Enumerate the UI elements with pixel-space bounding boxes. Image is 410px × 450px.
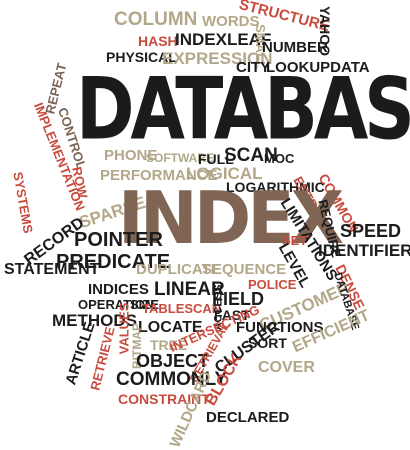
word-moc: MOC xyxy=(264,151,295,166)
word-index: INDEX xyxy=(118,176,344,260)
word-set: SET xyxy=(282,233,308,248)
word-sequence: SEQUENCE xyxy=(202,261,287,278)
word-operation: OPERATION xyxy=(78,297,155,312)
word-size: SIZE xyxy=(130,297,159,312)
word-city: CITY xyxy=(236,59,271,76)
word-methods: METHODS xyxy=(52,311,137,330)
word-software: SOFTWARE xyxy=(146,151,214,165)
word-hash: HASH xyxy=(138,33,178,49)
word-lookupdata: LOOKUPDATA xyxy=(266,59,370,76)
word-logarithmic: LOGARITHMIC xyxy=(226,179,325,195)
word-duplicate: DUPLICATE xyxy=(136,261,221,278)
word-locate: LOCATE xyxy=(138,319,203,336)
word-functions: FUNCTIONS xyxy=(236,319,324,336)
word-statement: STATEMENT xyxy=(4,261,100,278)
word-number: NUMBER xyxy=(262,39,328,56)
word-object: OBJECT xyxy=(136,351,210,371)
word-logical: LOGICAL xyxy=(186,164,263,183)
word-pointer: POINTER xyxy=(74,229,163,251)
word-phone: PHONE xyxy=(104,147,158,164)
word-commonly: COMMONLY xyxy=(116,369,228,390)
word-indices: INDICES xyxy=(88,281,149,298)
word-field: FIELD xyxy=(212,289,264,309)
word-words: WORDS xyxy=(202,13,260,30)
word-declared: DECLARED xyxy=(206,409,290,426)
word-cover: COVER xyxy=(258,359,315,376)
word-expression: EXPRESSION xyxy=(162,49,273,68)
word-column: COLUMN xyxy=(114,9,198,30)
word-database: DATABASE xyxy=(76,58,410,159)
word-fast: FAST xyxy=(214,307,250,323)
word-sort: SORT xyxy=(248,335,287,351)
word-systems: SYSTEMS xyxy=(10,170,36,235)
word-physical: PHYSICAL xyxy=(106,49,177,65)
word-linear: LINEAR xyxy=(154,279,225,300)
word-tablescan: TABLESCAN xyxy=(142,301,222,316)
word-police: POLICE xyxy=(248,277,297,292)
word-constraint: CONSTRAINT xyxy=(118,391,210,407)
word-predicate: PREDICATE xyxy=(56,251,171,273)
word-values: VALUES xyxy=(116,302,132,355)
word-full: FULL xyxy=(198,151,234,167)
word-speed: SPEED xyxy=(340,221,402,241)
word-scan: SCAN xyxy=(224,145,278,166)
word-performance: PERFORMANCE xyxy=(100,167,218,184)
word-tree: TREE xyxy=(150,337,188,353)
word-indexleaf: INDEXLEAF xyxy=(175,30,272,49)
